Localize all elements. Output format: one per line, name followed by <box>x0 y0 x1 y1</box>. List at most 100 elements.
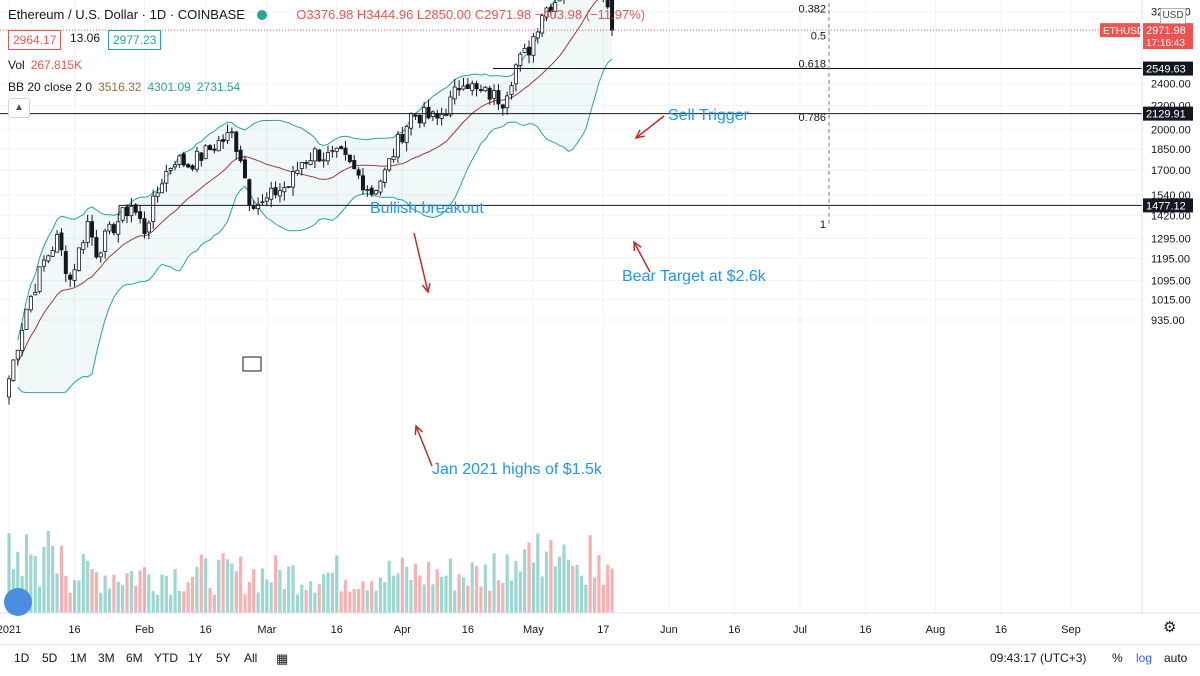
candle-121 <box>535 28 540 44</box>
candle-70 <box>312 146 317 169</box>
volume-bar-46 <box>208 587 212 613</box>
volume-legend[interactable]: Vol 267.815K <box>8 58 82 72</box>
volume-bar-67 <box>300 584 304 613</box>
candle-105 <box>465 78 470 89</box>
arrow-bear <box>633 241 651 273</box>
candle-88 <box>391 148 396 163</box>
buy-price-box[interactable]: 2977.23 <box>108 30 162 50</box>
candle-89 <box>395 130 400 163</box>
percent-toggle[interactable]: % <box>1112 651 1123 665</box>
range-button-3m[interactable]: 3M <box>98 651 115 665</box>
volume-bar-72 <box>322 574 326 613</box>
time-label-14: Aug <box>926 624 946 636</box>
candle-21 <box>98 251 103 263</box>
candle-body-121 <box>535 31 540 39</box>
range-button-5d[interactable]: 5D <box>42 651 58 665</box>
candle-body-32 <box>146 222 151 233</box>
candle-84 <box>374 189 379 195</box>
volume-bar-21 <box>99 592 103 613</box>
candle-body-6 <box>33 292 38 296</box>
candle-18 <box>85 214 90 248</box>
candle-body-8 <box>41 259 46 267</box>
candle-body-74 <box>330 150 335 153</box>
volume-bar-96 <box>426 562 431 613</box>
gear-icon[interactable]: ⚙ <box>1163 619 1177 636</box>
candle-103 <box>457 80 462 96</box>
candle-body-54 <box>242 159 247 179</box>
volume-bar-126 <box>558 556 562 613</box>
annotation-bullish: Bullish breakout <box>370 200 484 217</box>
volume-bar-60 <box>269 582 273 613</box>
range-button-ytd[interactable]: YTD <box>154 651 178 665</box>
volume-bar-9 <box>46 530 50 613</box>
price-label-14: 1095.00 <box>1151 275 1191 287</box>
volume-bar-71 <box>317 584 321 613</box>
candle-42 <box>190 164 195 172</box>
volume-bar-128 <box>566 559 570 613</box>
candle-4 <box>24 308 29 330</box>
candle-body-15 <box>72 269 77 281</box>
range-button-1y[interactable]: 1Y <box>188 651 203 665</box>
candle-122 <box>540 13 545 37</box>
volume-bar-98 <box>435 569 439 613</box>
candle-73 <box>326 145 331 166</box>
candle-40 <box>181 151 186 168</box>
candle-body-16 <box>76 247 81 271</box>
tradingview-logo-icon[interactable] <box>4 588 32 616</box>
time-label-2: Feb <box>135 624 154 636</box>
range-button-5y[interactable]: 5Y <box>216 651 231 665</box>
range-button-6m[interactable]: 6M <box>126 651 143 665</box>
clock-readout[interactable]: 09:43:17 (UTC+3) <box>990 651 1087 665</box>
sell-price-box[interactable]: 2964.17 <box>8 30 62 50</box>
range-button-1m[interactable]: 1M <box>70 651 87 665</box>
price-label-13: 1195.00 <box>1151 254 1190 266</box>
candle-body-111 <box>492 90 497 99</box>
currency-label[interactable]: USD <box>1160 8 1186 24</box>
candle-body-82 <box>365 189 370 192</box>
volume-bar-43 <box>195 566 199 613</box>
time-label-11: 16 <box>728 624 740 636</box>
volume-bar-74 <box>330 572 334 613</box>
volume-bar-70 <box>313 592 317 613</box>
collapse-legend-icon[interactable]: ▲ <box>8 98 30 118</box>
bollinger-bands <box>17 0 613 394</box>
volume-bar-104 <box>461 577 466 613</box>
volume-bar-16 <box>77 580 81 613</box>
eye-icon[interactable] <box>256 10 267 20</box>
candle-body-100 <box>443 114 448 117</box>
candle-81 <box>360 167 365 195</box>
volume-bar-138 <box>610 568 614 613</box>
candle-body-102 <box>452 86 457 100</box>
range-button-all[interactable]: All <box>244 651 258 665</box>
candle-37 <box>168 167 173 175</box>
candle-body-52 <box>234 131 239 153</box>
calendar-icon[interactable]: ▦ <box>276 651 289 666</box>
bb-legend[interactable]: BB 20 close 2 0 3516.32 4301.09 2731.54 <box>8 80 240 94</box>
volume-bar-24 <box>112 574 116 613</box>
candle-body-39 <box>177 155 182 166</box>
bb-up-value: 4301.09 <box>147 80 191 94</box>
range-button-1d[interactable]: 1D <box>14 651 30 665</box>
candle-body-95 <box>422 107 427 124</box>
volume-bar-39 <box>177 590 182 613</box>
candle-26 <box>120 207 125 224</box>
price-label-10: 1540.00 <box>1151 190 1191 202</box>
candle-body-97 <box>430 111 435 117</box>
volume-bar-64 <box>287 566 291 613</box>
candle-body-125 <box>553 2 558 12</box>
log-toggle[interactable]: log <box>1136 651 1153 665</box>
volume-bar-79 <box>352 588 356 613</box>
candle-body-68 <box>304 162 309 164</box>
level-tag-2 <box>1143 198 1193 213</box>
auto-toggle[interactable]: auto <box>1164 651 1188 665</box>
arrow-jan <box>415 425 433 467</box>
annotation-arrows <box>413 115 665 467</box>
volume-bar-93 <box>413 563 418 613</box>
candle-body-83 <box>369 187 374 195</box>
candle-body-4 <box>24 308 29 330</box>
candle-body-18 <box>85 220 90 243</box>
volume-bar-26 <box>121 584 125 613</box>
candle-body-85 <box>378 180 383 193</box>
time-label-8: May <box>523 624 544 636</box>
